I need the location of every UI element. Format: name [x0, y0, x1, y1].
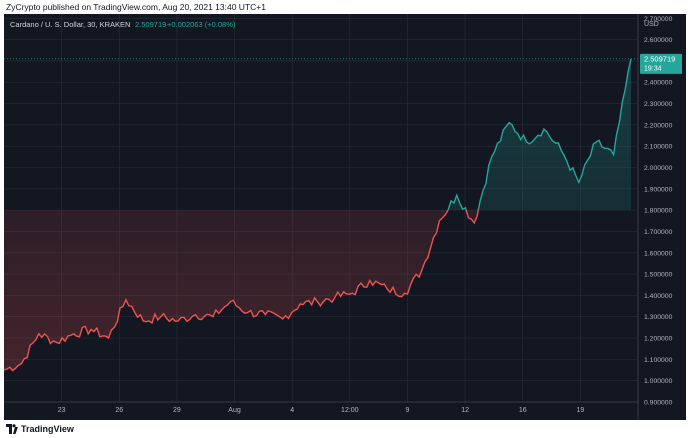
- price-tick-label: 2.200000: [644, 122, 673, 129]
- time-tick-label: 12:00: [341, 407, 359, 414]
- last-price-value: 2.509719: [644, 54, 675, 63]
- price-tick-label: 1.900000: [644, 186, 673, 193]
- price-tick-label: 1.200000: [644, 336, 673, 343]
- footer-bar: TradingView: [0, 420, 690, 438]
- price-axis-currency: USD: [644, 21, 659, 28]
- price-line-below-baseline: [4, 210, 480, 372]
- price-line: [4, 58, 638, 372]
- time-tick-label: 23: [58, 407, 66, 414]
- price-tick-label: 1.500000: [644, 272, 673, 279]
- time-tick-label: Aug: [228, 407, 241, 414]
- price-chart[interactable]: 0.900000 1.000000 1.100000 1.200000 1.300000…: [4, 14, 686, 420]
- price-tick-label: 2.700000: [644, 16, 673, 23]
- last-price-tag-bg: [640, 53, 682, 74]
- time-tick-label: 16: [519, 407, 527, 414]
- price-axis[interactable]: 0.900000 1.000000 1.100000 1.200000 1.300000…: [644, 16, 673, 407]
- price-line-above-baseline: [447, 58, 632, 211]
- footer-brand: TradingView: [21, 424, 74, 434]
- time-tick-label: 12: [461, 407, 469, 414]
- time-tick-label: 4: [290, 407, 294, 414]
- price-tick-label: 2.600000: [644, 37, 673, 44]
- price-tick-label: 1.000000: [644, 378, 673, 385]
- price-tick-label: 1.600000: [644, 250, 673, 257]
- price-tick-label: 1.100000: [644, 357, 673, 364]
- last-price-tag: 2.509719 19:34: [640, 53, 682, 74]
- chart-legend: Cardano / U. S. Dollar, 30, KRAKEN 2.509…: [10, 20, 236, 29]
- price-tick-label: 1.700000: [644, 229, 673, 236]
- area-fill: [4, 58, 631, 371]
- price-tick-label: 0.900000: [644, 400, 673, 407]
- chart-area[interactable]: 0.900000 1.000000 1.100000 1.200000 1.300000…: [4, 14, 686, 420]
- price-tick-label: 2.100000: [644, 144, 673, 151]
- publish-bar: ZyCrypto published on TradingView.com, A…: [0, 0, 690, 14]
- time-tick-label: 9: [406, 407, 410, 414]
- price-tick-label: 1.400000: [644, 293, 673, 300]
- area-fill-below: [4, 210, 631, 371]
- bar-countdown: 19:34: [644, 65, 662, 72]
- price-tick-label: 1.300000: [644, 314, 673, 321]
- area-fill-above: [448, 58, 631, 211]
- price-tick-label: 2.300000: [644, 101, 673, 108]
- time-tick-label: 19: [576, 407, 584, 414]
- published-caption: ZyCrypto published on TradingView.com, A…: [6, 2, 266, 12]
- time-tick-label: 29: [173, 407, 181, 414]
- legend-symbol: Cardano / U. S. Dollar, 30, KRAKEN: [10, 20, 130, 29]
- tradingview-logo-icon: [6, 424, 18, 434]
- price-tick-label: 2.400000: [644, 80, 673, 87]
- price-tick-label: 1.800000: [644, 208, 673, 215]
- time-tick-label: 26: [115, 407, 123, 414]
- legend-last-price: 2.509719: [135, 20, 166, 29]
- time-axis[interactable]: 23 26 29 Aug 4 12:00 9 12 16 19: [58, 407, 585, 414]
- price-tick-label: 2.000000: [644, 165, 673, 172]
- legend-change: +0.002063 (+0.08%): [167, 20, 236, 29]
